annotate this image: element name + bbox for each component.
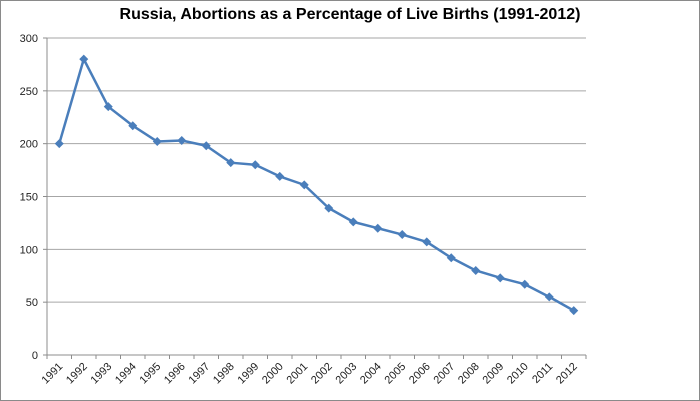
- data-point-marker: [250, 160, 260, 170]
- data-point-marker: [520, 279, 530, 289]
- gridlines: [47, 37, 586, 303]
- y-tick-label: 300: [20, 33, 38, 45]
- x-tick-label: 2002: [309, 361, 335, 387]
- y-tick-label: 250: [20, 86, 38, 98]
- y-tick-labels: 0 50 100 150 200 250 300: [20, 33, 38, 362]
- data-point-marker: [226, 158, 236, 168]
- data-point-marker: [79, 54, 89, 64]
- x-tick-label: 1993: [89, 361, 115, 387]
- data-point-marker: [471, 265, 481, 275]
- x-tick-label: 1992: [64, 361, 90, 387]
- x-tick-label: 2012: [554, 361, 580, 387]
- series: [54, 54, 579, 316]
- x-tick-label: 2000: [260, 361, 286, 387]
- x-tick-label: 1999: [236, 361, 262, 387]
- x-tick-label: 1994: [113, 361, 139, 387]
- data-point-marker: [324, 203, 334, 213]
- data-point-marker: [103, 102, 113, 112]
- data-point-marker: [275, 171, 285, 181]
- x-tick-labels: 1991199219931994199519961997199819992000…: [40, 361, 580, 387]
- data-point-marker: [397, 230, 407, 240]
- x-tick-label: 2005: [383, 361, 409, 387]
- data-point-marker: [201, 141, 211, 151]
- y-tick-label: 150: [20, 192, 38, 204]
- data-point-marker: [422, 237, 432, 247]
- series-line: [58, 57, 575, 312]
- x-tick-label: 1991: [40, 361, 66, 387]
- x-tick-label: 2007: [432, 361, 458, 387]
- x-tick-label: 1997: [187, 361, 213, 387]
- data-point-marker: [299, 180, 309, 190]
- x-tick-label: 2006: [407, 361, 433, 387]
- y-tick-label: 200: [20, 139, 38, 151]
- data-point-marker: [544, 292, 554, 302]
- data-point-marker: [152, 137, 162, 147]
- x-tick-label: 2001: [285, 361, 311, 387]
- x-tick-label: 1998: [211, 361, 237, 387]
- data-point-marker: [446, 253, 456, 263]
- x-tick-label: 2003: [334, 361, 360, 387]
- data-point-marker: [177, 135, 187, 145]
- y-tick-label: 50: [26, 297, 38, 309]
- data-point-marker: [569, 306, 579, 316]
- x-tick-label: 1995: [138, 361, 164, 387]
- data-point-marker: [373, 223, 383, 233]
- x-tick-label: 2004: [358, 361, 384, 387]
- x-tick-label: 2009: [481, 361, 507, 387]
- x-tick-label: 2008: [456, 361, 482, 387]
- data-point-marker: [54, 139, 64, 149]
- chart-title: Russia, Abortions as a Percentage of Liv…: [119, 6, 581, 23]
- axes: [43, 37, 587, 359]
- data-point-marker: [128, 121, 138, 131]
- x-tick-label: 2011: [530, 361, 555, 386]
- data-point-marker: [495, 273, 505, 283]
- data-point-marker: [348, 217, 358, 227]
- x-tick-label: 1996: [162, 361, 188, 387]
- y-tick-label: 0: [32, 350, 38, 362]
- y-tick-label: 100: [20, 244, 38, 256]
- x-tick-label: 2010: [505, 361, 531, 387]
